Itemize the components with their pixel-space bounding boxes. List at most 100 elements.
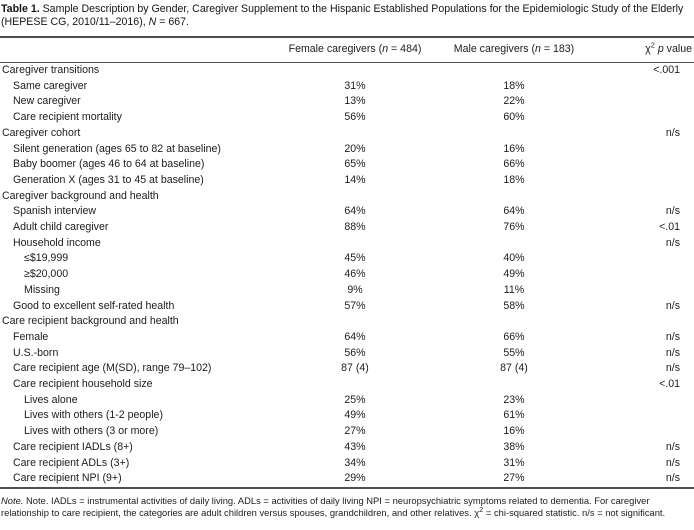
row-label: Generation X (ages 31 to 45 at baseline) xyxy=(13,173,204,186)
caption-text: Sample Description by Gender, Caregiver … xyxy=(1,3,684,28)
row-label: Care recipient household size xyxy=(13,378,153,391)
header-row: Female caregivers (n = 484) Male caregiv… xyxy=(0,37,694,63)
table-row: Care recipient mortality 56% 60% xyxy=(0,110,694,126)
chi-symbol: χ xyxy=(645,43,651,55)
male-header-text: Male caregivers ( xyxy=(453,43,536,55)
female-value: 57% xyxy=(344,299,366,312)
row-label: Same caregiver xyxy=(13,79,88,92)
row-label: Lives with others (3 or more) xyxy=(24,425,159,438)
p-value xyxy=(598,314,694,330)
female-value: 46% xyxy=(344,268,366,281)
table-row: Female 64% 66% n/s xyxy=(0,330,694,346)
row-label: Missing xyxy=(24,283,60,296)
table-row: Lives with others (3 or more) 27% 16% xyxy=(0,424,694,440)
female-n-symbol: n xyxy=(382,43,389,55)
male-value: 23% xyxy=(503,393,525,406)
row-label: Female xyxy=(13,330,49,343)
pvalue-header-text: value xyxy=(663,43,692,55)
female-value: 45% xyxy=(344,252,366,265)
table-row: Care recipient IADLs (8+) 43% 38% n/s xyxy=(0,440,694,456)
female-value xyxy=(280,189,430,205)
row-label: U.S.-born xyxy=(13,346,59,359)
footnote-text-1: Note. IADLs = instrumental activities of… xyxy=(1,494,650,519)
row-label: Good to excellent self-rated health xyxy=(13,299,175,312)
row-label: Care recipient mortality xyxy=(13,111,122,124)
row-label: Care recipient age (M(SD), range 79–102) xyxy=(13,362,212,375)
table-row: Adult child caregiver 88% 76% <.01 xyxy=(0,220,694,236)
column-header-pvalue: χ2 p value xyxy=(598,37,694,63)
table-number: Table 1. xyxy=(1,3,40,15)
row-label: Care recipient ADLs (3+) xyxy=(13,456,130,469)
female-value: 49% xyxy=(344,409,366,422)
female-value xyxy=(280,377,430,393)
p-value xyxy=(598,408,694,424)
male-value: 49% xyxy=(503,268,525,281)
table-row: Care recipient NPI (9+) 29% 27% n/s xyxy=(0,471,694,488)
p-value xyxy=(598,79,694,95)
table-row: Lives with others (1-2 people) 49% 61% xyxy=(0,408,694,424)
male-value: 16% xyxy=(503,425,525,438)
female-value: 64% xyxy=(344,205,366,218)
male-value xyxy=(430,189,598,205)
row-label: Caregiver cohort xyxy=(2,126,81,139)
p-value: n/s xyxy=(665,346,680,359)
table-row: New caregiver 13% 22% xyxy=(0,94,694,110)
male-value: 58% xyxy=(503,299,525,312)
paper-table-figure: Table 1. Sample Description by Gender, C… xyxy=(0,3,694,519)
table-row: Same caregiver 31% 18% xyxy=(0,79,694,95)
note-label: Note. xyxy=(1,494,24,506)
female-header-text: Female caregivers ( xyxy=(288,43,383,55)
table-row: Good to excellent self-rated health 57% … xyxy=(0,299,694,315)
male-value: 64% xyxy=(503,205,525,218)
table-caption: Table 1. Sample Description by Gender, C… xyxy=(1,3,691,29)
male-value xyxy=(430,377,598,393)
footnote-chi-superscript: 2 xyxy=(479,505,484,515)
female-value: 13% xyxy=(344,95,366,108)
female-value: 34% xyxy=(344,456,366,469)
p-value xyxy=(598,173,694,189)
female-value: 27% xyxy=(344,425,366,438)
female-value: 56% xyxy=(344,111,366,124)
sample-description-table: Female caregivers (n = 484) Male caregiv… xyxy=(0,36,694,489)
p-value xyxy=(598,189,694,205)
female-value: 43% xyxy=(344,440,366,453)
male-value xyxy=(430,314,598,330)
p-value xyxy=(598,267,694,283)
p-symbol: p xyxy=(654,43,664,55)
p-value: n/s xyxy=(665,330,680,343)
female-value xyxy=(280,236,430,252)
caption-n-symbol: N xyxy=(148,16,157,28)
female-value xyxy=(280,126,430,142)
row-label: New caregiver xyxy=(13,95,81,108)
male-n-symbol: n xyxy=(535,43,541,55)
male-value: 60% xyxy=(503,111,525,124)
table-row: Household income n/s xyxy=(0,236,694,252)
p-value: <.01 xyxy=(659,221,680,234)
header-spacer xyxy=(0,37,280,63)
table-row: Lives alone 25% 23% xyxy=(0,393,694,409)
column-header-female: Female caregivers (n = 484) xyxy=(280,37,430,63)
table-row: Missing 9% 11% xyxy=(0,283,694,299)
table-row: Care recipient background and health xyxy=(0,314,694,330)
table-row: Silent generation (ages 65 to 82 at base… xyxy=(0,142,694,158)
table-header: Female caregivers (n = 484) Male caregiv… xyxy=(0,37,694,63)
male-value xyxy=(430,63,598,79)
row-label: ≤$19,999 xyxy=(24,252,69,265)
male-value: 66% xyxy=(503,158,525,171)
male-value: 27% xyxy=(503,472,525,485)
female-value: 87 (4) xyxy=(341,362,369,375)
table-row: Care recipient household size <.01 xyxy=(0,377,694,393)
row-label: Care recipient IADLs (8+) xyxy=(13,440,133,453)
table-row: Generation X (ages 31 to 45 at baseline)… xyxy=(0,173,694,189)
p-value: <.001 xyxy=(653,64,680,76)
table-row: U.S.-born 56% 55% n/s xyxy=(0,346,694,362)
row-label: Lives with others (1-2 people) xyxy=(24,409,163,422)
p-value: n/s xyxy=(665,456,680,469)
table-footnote: Note. Note. IADLs = instrumental activit… xyxy=(1,495,692,519)
row-label: Adult child caregiver xyxy=(13,221,109,234)
row-label: Silent generation (ages 65 to 82 at base… xyxy=(13,142,221,155)
female-n-value: = 484) xyxy=(388,43,422,55)
table-body: Caregiver transitions <.001 Same caregiv… xyxy=(0,63,694,488)
table-row: Baby boomer (ages 46 to 64 at baseline) … xyxy=(0,157,694,173)
p-value: n/s xyxy=(665,236,680,249)
